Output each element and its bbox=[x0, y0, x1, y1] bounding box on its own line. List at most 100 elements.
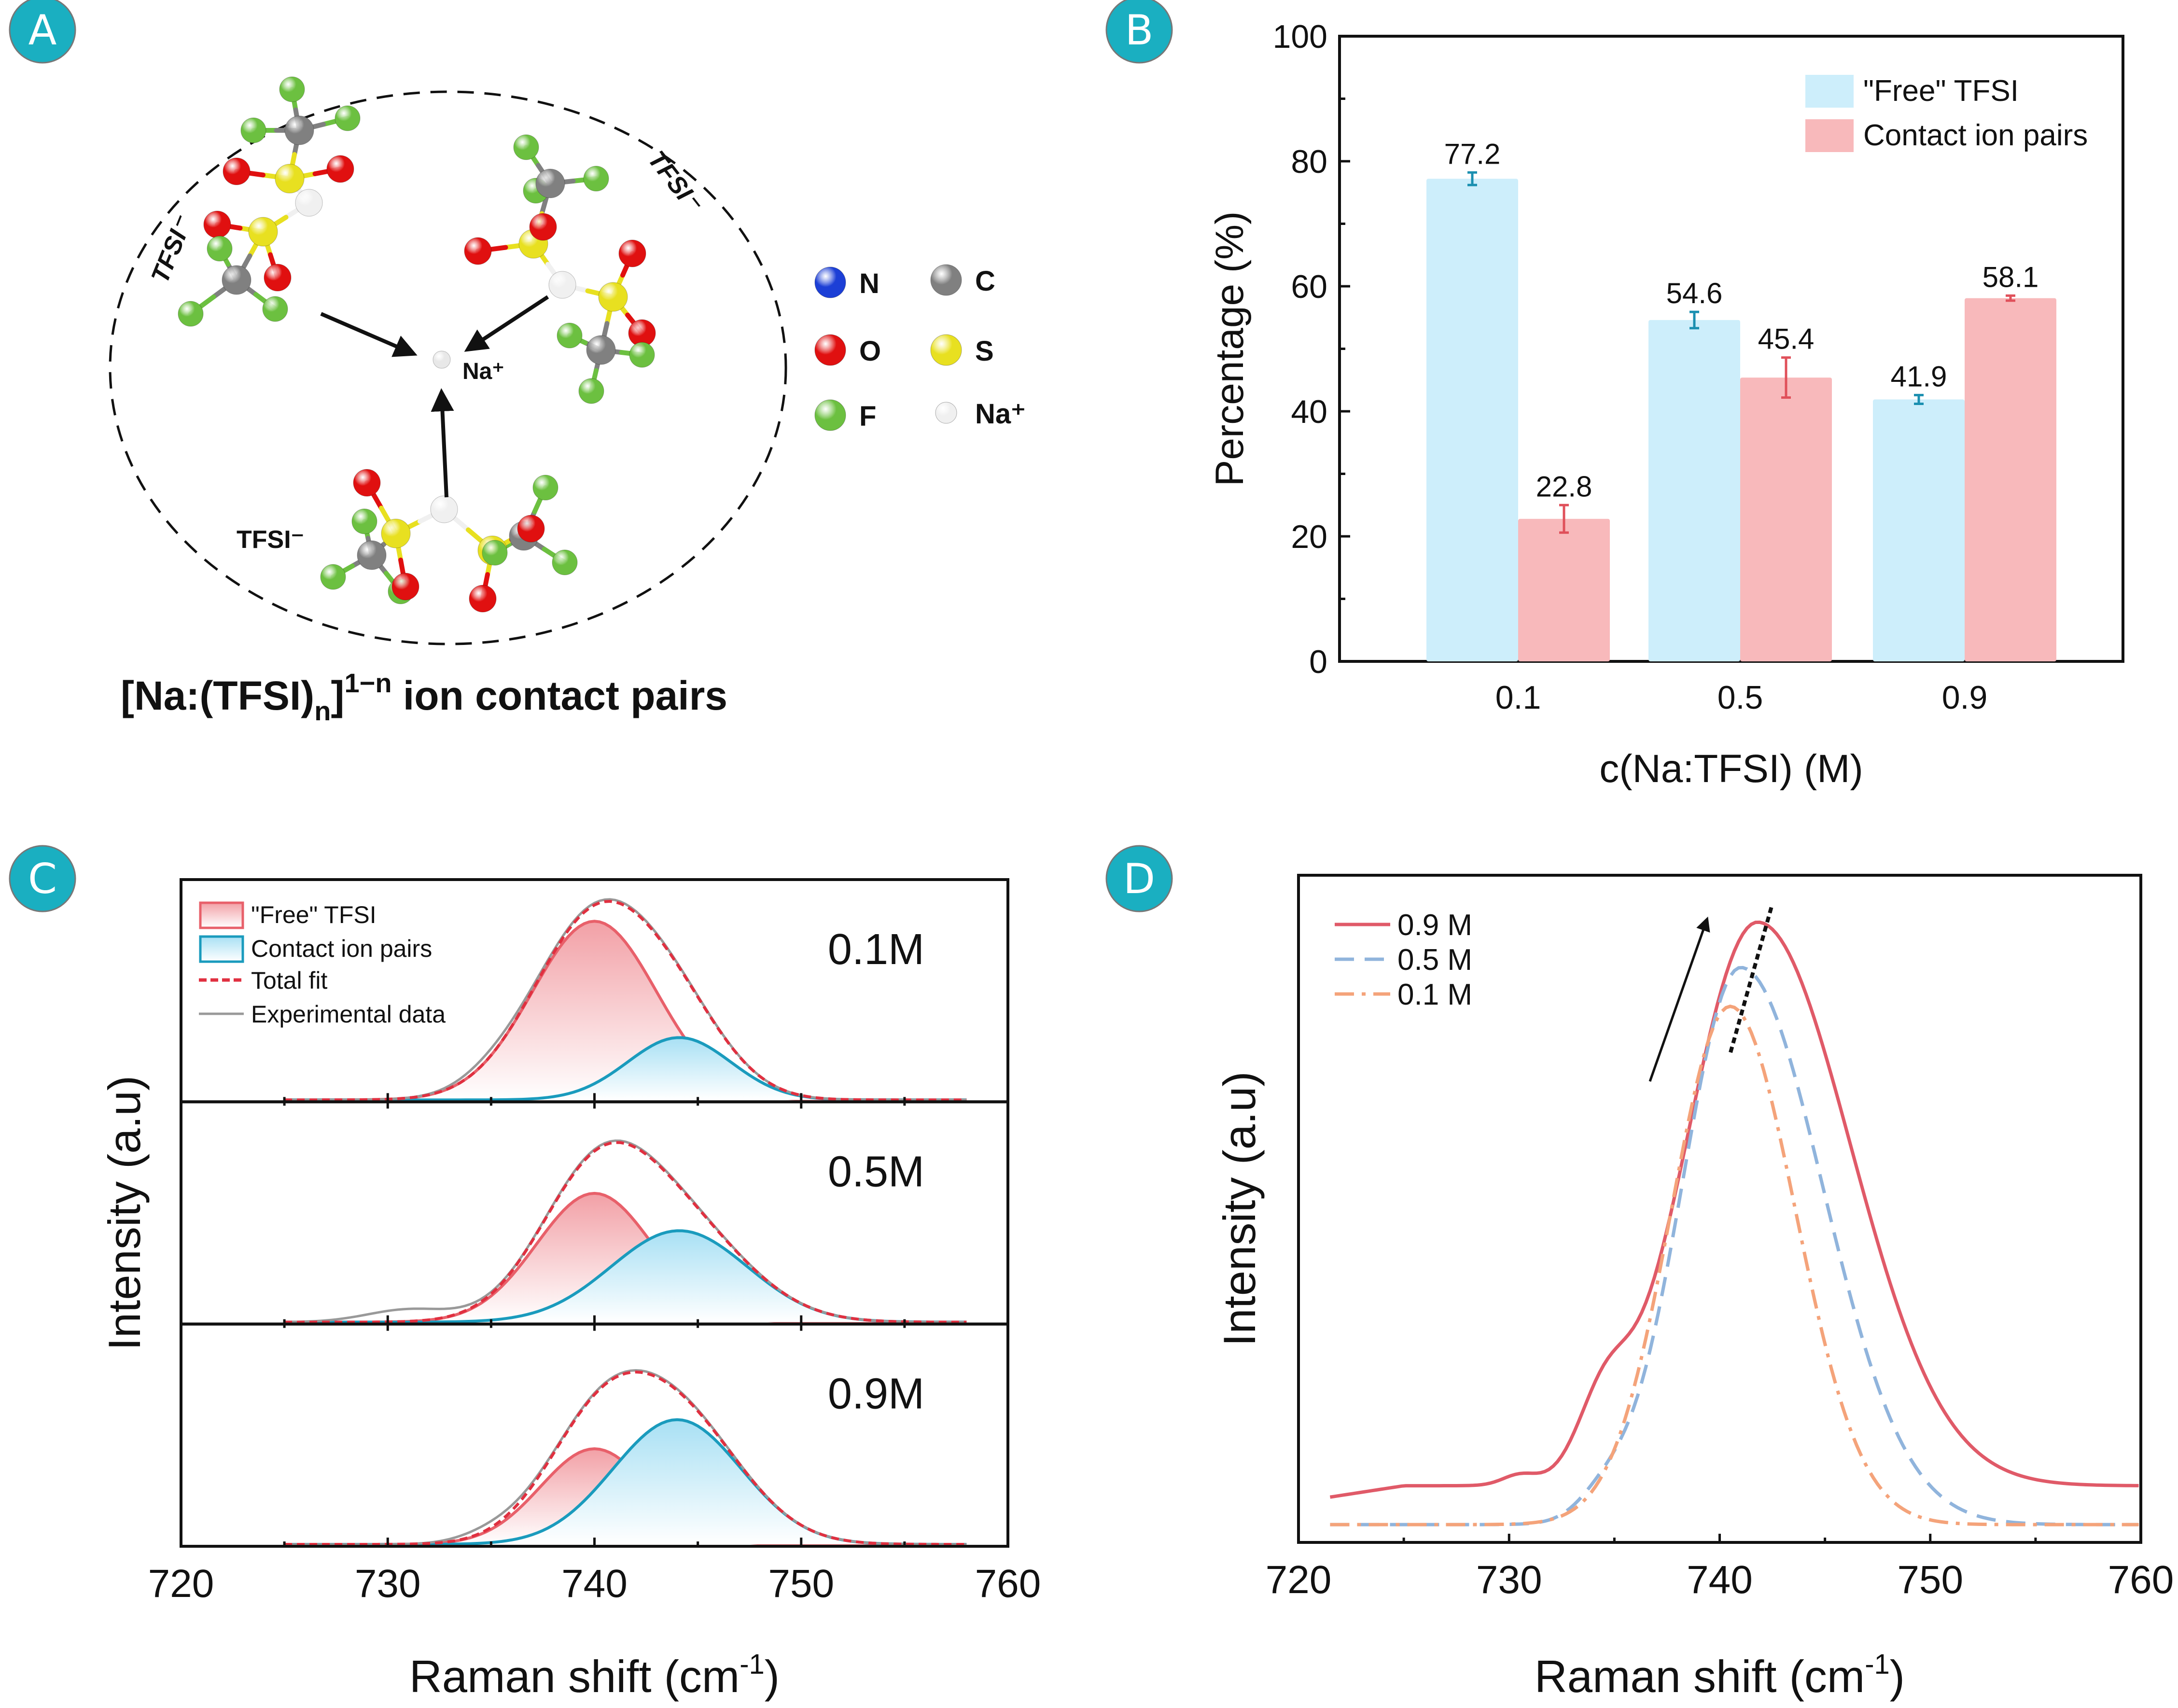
atom-legend-label: C bbox=[975, 266, 995, 297]
atom-f bbox=[178, 301, 204, 327]
panel-badge-a: A bbox=[9, 0, 76, 64]
atom-legend-label: N bbox=[859, 268, 880, 299]
badge-label: D bbox=[1123, 855, 1155, 903]
panel-b-bar-chart: 0 20 40 60 80 100 Percentage (%) c(Na:TFSI) (M)… bbox=[1208, 18, 2124, 791]
x-label-sup: -1 bbox=[740, 1649, 765, 1680]
atom-legend-swatch bbox=[814, 399, 846, 431]
atom-o bbox=[464, 237, 492, 265]
total-fit-curve bbox=[284, 900, 967, 1102]
subplot-0-5m: 0.5M bbox=[180, 1100, 1009, 1331]
atom-o bbox=[264, 264, 292, 292]
atom-legend-label: F bbox=[859, 401, 876, 432]
coordination-arrow bbox=[431, 388, 454, 498]
atom-f bbox=[279, 76, 305, 102]
tfsi-molecules: Na⁺ TFSI⁻ TFSI⁻ TFSI⁻ bbox=[146, 76, 707, 613]
badge-circle bbox=[1105, 845, 1173, 912]
na-cation-label: Na⁺ bbox=[462, 359, 504, 384]
atom-o bbox=[223, 157, 251, 185]
data-label: 45.4 bbox=[1758, 323, 1815, 355]
legend-label: "Free" TFSI bbox=[251, 901, 377, 928]
x-tick-label: 0.9 bbox=[1942, 679, 1988, 716]
atom-c bbox=[586, 335, 616, 365]
bar-free-tfsi bbox=[1426, 179, 1518, 661]
atom-legend-label: S bbox=[975, 336, 994, 367]
contact-ion-pairs-area bbox=[284, 1231, 967, 1322]
atom-f bbox=[629, 342, 655, 368]
atom-legend-swatch bbox=[930, 334, 962, 366]
concentration-label: 0.5M bbox=[828, 1148, 924, 1196]
panel-c-raman-fits: 0.1M 0.5M 0.9M 720 730 740 750 760 Raman shift (… bbox=[99, 878, 1041, 1702]
x-axis-label: Raman shift (cm-1) bbox=[1535, 1649, 1905, 1702]
panel-badge-c: C bbox=[9, 845, 76, 912]
atom-f bbox=[557, 322, 583, 349]
atom-legend-swatch bbox=[935, 402, 957, 424]
atom-f bbox=[240, 117, 266, 143]
contact-ion-pairs-area bbox=[284, 1419, 967, 1544]
x-label-close: ) bbox=[1890, 1651, 1905, 1702]
atom-o bbox=[469, 585, 497, 613]
y-tick-label: 0 bbox=[1309, 644, 1327, 680]
atom-s bbox=[598, 282, 628, 312]
legend-label: 0.9 M bbox=[1397, 909, 1472, 942]
atom-na bbox=[433, 350, 451, 369]
atom-n bbox=[548, 271, 576, 299]
atom-o bbox=[618, 239, 646, 267]
legend-label: Contact ion pairs bbox=[251, 935, 432, 962]
atom-legend-swatch bbox=[930, 264, 962, 296]
atom-s bbox=[275, 164, 305, 194]
y-tick-label: 40 bbox=[1291, 393, 1327, 430]
atom-legend-item-n: Na⁺ bbox=[935, 398, 1026, 430]
bar-free-tfsi bbox=[1648, 320, 1740, 661]
atom-legend-item-f: F bbox=[814, 399, 876, 432]
atom-legend-item-n: N bbox=[814, 266, 880, 299]
atom-legend: N C O S F Na⁺ bbox=[814, 264, 1026, 432]
y-tick-label: 100 bbox=[1273, 18, 1327, 55]
badge-circle bbox=[9, 0, 76, 64]
atom-f bbox=[207, 236, 233, 262]
legend-label: 0.5 M bbox=[1397, 943, 1472, 977]
atom-o bbox=[391, 573, 419, 601]
x-tick-label: 0.5 bbox=[1717, 679, 1763, 716]
panel-d-raman-spectra: 0.9 M0.5 M0.1 M 720 730 740 750 760 Raman shif… bbox=[1214, 874, 2174, 1702]
spectrum-0-9m bbox=[1329, 920, 2139, 1499]
data-label: 41.9 bbox=[1891, 360, 1947, 392]
x-tick-label: 0.1 bbox=[1495, 679, 1541, 716]
atom-c bbox=[357, 540, 387, 570]
data-label: 54.6 bbox=[1666, 277, 1723, 309]
x-tick-label: 760 bbox=[2108, 1558, 2174, 1602]
legend-swatch-free-tfsi bbox=[199, 901, 244, 929]
atom-legend-swatch bbox=[814, 266, 846, 298]
free-tfsi-area bbox=[284, 921, 967, 1100]
bar-contact-ion-pairs bbox=[1965, 298, 2056, 661]
x-label-main: Raman shift (cm bbox=[1535, 1651, 1865, 1702]
atom-o bbox=[353, 469, 381, 497]
atom-f bbox=[532, 475, 558, 501]
x-axis-label: Raman shift (cm-1) bbox=[409, 1649, 780, 1702]
x-tick-label: 750 bbox=[768, 1562, 834, 1606]
bar-contact-ion-pairs bbox=[1740, 378, 1832, 661]
panel-badge-b: B bbox=[1105, 0, 1173, 64]
tfsi-label-bottom: TFSI⁻ bbox=[237, 526, 304, 554]
atom-s bbox=[381, 518, 411, 548]
atom-legend-item-s: S bbox=[930, 334, 994, 367]
atom-f bbox=[335, 105, 361, 131]
atom-c bbox=[284, 115, 314, 145]
panel-a-title: [Na:(TFSI)n]1−n ion contact pairs bbox=[121, 668, 727, 726]
atom-f bbox=[578, 378, 604, 404]
panel-badges: A B C D bbox=[9, 0, 1173, 912]
bar-contact-ion-pairs bbox=[1518, 518, 1610, 661]
x-tick-label: 740 bbox=[1687, 1558, 1753, 1602]
x-axis-label: c(Na:TFSI) (M) bbox=[1599, 747, 1863, 791]
legend-label: Experimental data bbox=[251, 1001, 446, 1028]
x-tick-label: 750 bbox=[1897, 1558, 1963, 1602]
atom-c bbox=[222, 265, 251, 295]
x-tick-label: 760 bbox=[975, 1562, 1041, 1606]
total-fit-curve bbox=[284, 1371, 967, 1546]
legend-label: 0.1 M bbox=[1397, 978, 1472, 1011]
atom-o bbox=[326, 155, 354, 183]
peak-shift-arrow bbox=[1648, 916, 1710, 1082]
subplot-0-9m: 0.9M bbox=[180, 1322, 1009, 1548]
coordination-arrow bbox=[320, 312, 418, 357]
concentration-label: 0.1M bbox=[828, 925, 924, 974]
